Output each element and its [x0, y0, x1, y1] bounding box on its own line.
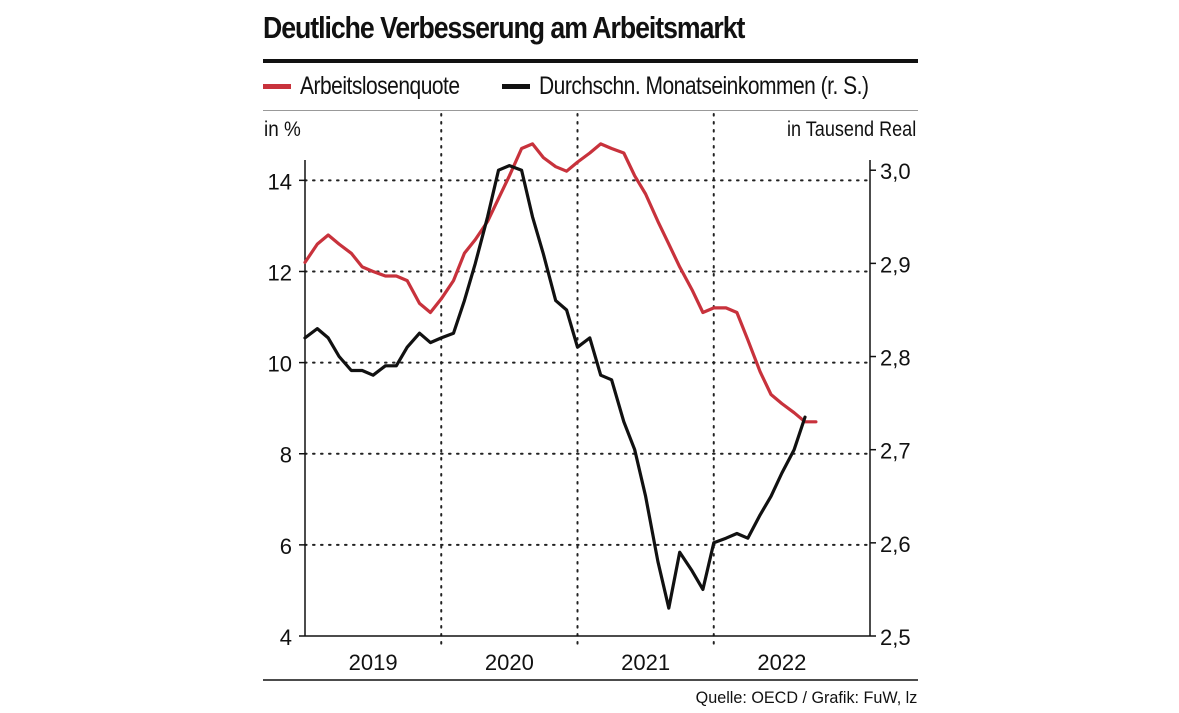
legend-entry-arbeitslosenquote: Arbeitslosenquote — [263, 72, 490, 101]
series-lines — [303, 142, 818, 610]
title-rule — [263, 59, 918, 63]
left-tick-label: 4 — [280, 625, 292, 650]
legend-label-monatseinkommen: Durchschn. Monatseinkommen (r. S.) — [539, 72, 869, 100]
year-label: 2022 — [757, 650, 806, 675]
right-tick-label: 2,9 — [880, 252, 911, 277]
right-tick-label: 2,8 — [880, 346, 911, 371]
chart-title: Deutliche Verbesserung am Arbeitsmarkt — [263, 10, 745, 45]
tick-labels: 4 6 8 10 12 14 2,5 2,6 2,7 2,8 2,9 3,0 2019 2020 2021 2… — [268, 159, 911, 675]
left-axis-unit: in % — [264, 118, 301, 141]
year-label: 2021 — [621, 650, 670, 675]
axes — [263, 160, 918, 681]
legend-swatch-red — [263, 84, 291, 89]
legend-entry-monatseinkommen: Durchschn. Monatseinkommen (r. S.) — [502, 72, 931, 101]
right-tick-label: 3,0 — [880, 159, 911, 184]
left-tick-label: 14 — [268, 169, 292, 194]
left-tick-label: 10 — [268, 352, 292, 377]
right-tick-label: 2,5 — [880, 625, 911, 650]
left-tick-label: 12 — [268, 260, 292, 285]
left-tick-label: 8 — [280, 443, 292, 468]
right-tick-label: 2,6 — [880, 532, 911, 557]
right-tick-label: 2,7 — [880, 439, 911, 464]
legend-swatch-black — [502, 84, 530, 89]
legend-label-arbeitslosenquote: Arbeitslosenquote — [300, 72, 460, 100]
source-note: Quelle: OECD / Grafik: FuW, lz — [695, 688, 917, 707]
legend-rule — [263, 110, 918, 111]
right-axis-unit: in Tausend Real — [786, 118, 916, 141]
grid-lines — [304, 113, 871, 647]
series-line-arbeitslosenquote — [303, 142, 818, 424]
left-tick-label: 6 — [280, 534, 292, 559]
year-label: 2020 — [485, 650, 534, 675]
year-label: 2019 — [349, 650, 398, 675]
series-line-monatseinkommen — [303, 164, 807, 610]
